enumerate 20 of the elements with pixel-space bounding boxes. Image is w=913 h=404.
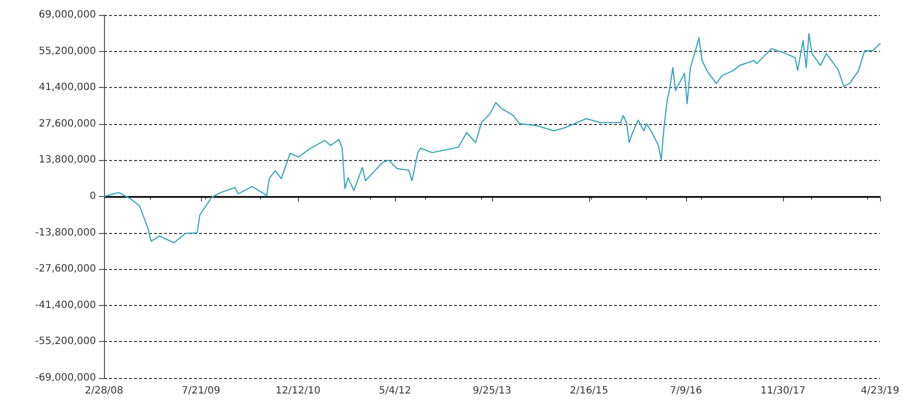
y-tick-label: -13,800,000: [35, 227, 96, 238]
x-tick-label: 5/4/12: [378, 386, 412, 396]
y-tick-label: -55,200,000: [35, 336, 96, 348]
y-tick-label: -27,600,000: [35, 264, 96, 275]
y-tick-label: -41,400,000: [35, 300, 96, 311]
y-tick-label: 13,800,000: [38, 154, 96, 166]
y-tick-label: 41,400,000: [38, 82, 96, 94]
x-tick-label: 12/12/10: [276, 386, 320, 396]
y-tick-label: 0: [90, 191, 96, 202]
x-tick-label: 2/16/15: [570, 386, 608, 396]
y-tick-label: 69,000,000: [38, 10, 96, 20]
y-tick-label: 27,600,000: [38, 118, 96, 130]
x-tick-label: 7/21/09: [182, 386, 220, 396]
y-tick-label: 55,200,000: [38, 46, 96, 57]
x-tick-label: 9/25/13: [472, 386, 512, 396]
x-tick-label: 7/9/16: [670, 386, 702, 396]
x-tick-label: 11/30/17: [760, 386, 806, 396]
y-tick-label: -69,000,000: [35, 372, 96, 384]
x-tick-label: 2/28/08: [84, 386, 124, 396]
x-tick-label: 4/23/19: [860, 386, 900, 396]
